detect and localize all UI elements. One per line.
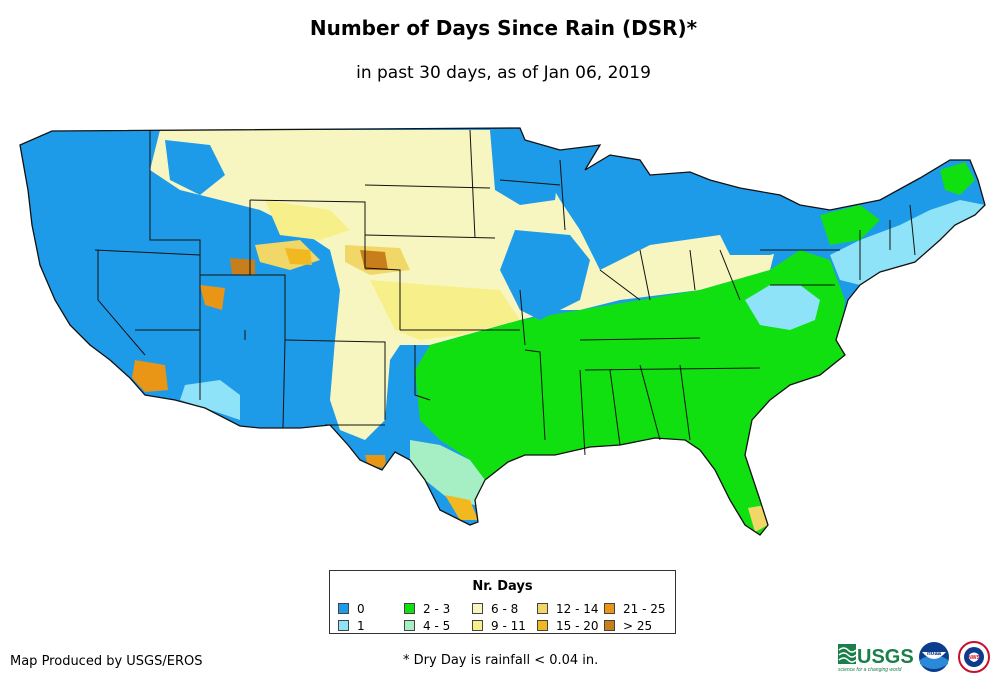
legend-item: > 25 — [604, 619, 652, 633]
legend-label: 12 - 14 — [556, 602, 599, 616]
region-15-20-tx-coast — [445, 495, 478, 520]
legend-swatch — [472, 603, 483, 614]
legend-item: 1 — [338, 619, 365, 633]
nws-logo-text: NWS — [968, 655, 980, 661]
region-2-3-ny — [820, 205, 880, 245]
rainfall-regions — [20, 128, 985, 535]
nws-logo: NWS — [958, 641, 990, 673]
region-1-arizona — [180, 380, 240, 420]
legend-swatch — [604, 620, 615, 631]
legend-label: 6 - 8 — [491, 602, 519, 616]
legend-swatch — [404, 603, 415, 614]
noaa-logo-text: noaa — [927, 651, 942, 657]
region-1-northeast — [830, 200, 985, 285]
region-0-mn — [490, 128, 560, 205]
region-12-14-fl — [748, 505, 768, 532]
region-15-20-wy — [285, 248, 312, 265]
map-title: Number of Days Since Rain (DSR)* — [309, 16, 698, 40]
legend-label: > 25 — [623, 619, 653, 633]
legend-swatch — [338, 603, 349, 614]
legend-swatch — [472, 620, 483, 631]
region-25plus-ne — [360, 250, 388, 270]
region-0-mt-patch — [165, 140, 225, 195]
agency-logos: USGS science for a changing world noaa N… — [838, 641, 990, 673]
usgs-logo: USGS science for a changing world — [838, 644, 914, 673]
region-2-3-maine — [940, 162, 975, 195]
legend-swatch — [537, 603, 548, 614]
map-producer-credit: Map Produced by USGS/EROS — [10, 654, 203, 669]
region-25plus-co — [230, 258, 255, 275]
usgs-logo-tagline: science for a changing world — [838, 667, 902, 673]
legend-item: 15 - 20 — [537, 619, 599, 633]
region-0-iowa — [500, 230, 590, 320]
legend-label: 9 - 11 — [491, 619, 526, 633]
legend-label: 0 — [357, 602, 365, 616]
region-9-11-patches — [370, 280, 520, 340]
legend-item: 21 - 25 — [604, 602, 666, 616]
usgs-logo-text: USGS — [857, 646, 914, 668]
legend-item: 12 - 14 — [537, 602, 599, 616]
region-1-appalachia — [745, 285, 820, 330]
legend-label: 21 - 25 — [623, 602, 666, 616]
legend-label: 1 — [357, 619, 365, 633]
legend-item: 9 - 11 — [472, 619, 526, 633]
legend-label: 2 - 3 — [423, 602, 451, 616]
legend-swatch — [537, 620, 548, 631]
legend-swatch — [404, 620, 415, 631]
legend-item: 2 - 3 — [404, 602, 450, 616]
noaa-logo: noaa — [919, 642, 949, 672]
region-21-25-tx-border — [365, 455, 386, 468]
region-0-ohio-belt — [720, 225, 805, 255]
map-subtitle: in past 30 days, as of Jan 06, 2019 — [356, 63, 651, 83]
state-boundaries — [94, 129, 916, 456]
region-21-25-az — [132, 360, 168, 392]
legend-label: 4 - 5 — [423, 619, 451, 633]
legend-label: 15 - 20 — [556, 619, 599, 633]
region-0-great-lakes — [560, 150, 700, 260]
legend-item: 0 — [338, 602, 365, 616]
legend-swatch — [338, 620, 349, 631]
region-9-11-nd — [265, 200, 350, 240]
legend: Nr. Days 0 1 2 - 3 4 - 5 6 - 8 9 - 11 12… — [329, 570, 676, 634]
legend-item: 4 - 5 — [404, 619, 450, 633]
us-dsr-map — [19, 127, 986, 536]
dry-day-footnote: * Dry Day is rainfall < 0.04 in. — [403, 653, 599, 668]
legend-item: 6 - 8 — [472, 602, 518, 616]
legend-swatch — [604, 603, 615, 614]
region-21-25-ut — [200, 285, 225, 310]
region-4-5-texas — [410, 440, 485, 505]
legend-title: Nr. Days — [472, 579, 533, 594]
